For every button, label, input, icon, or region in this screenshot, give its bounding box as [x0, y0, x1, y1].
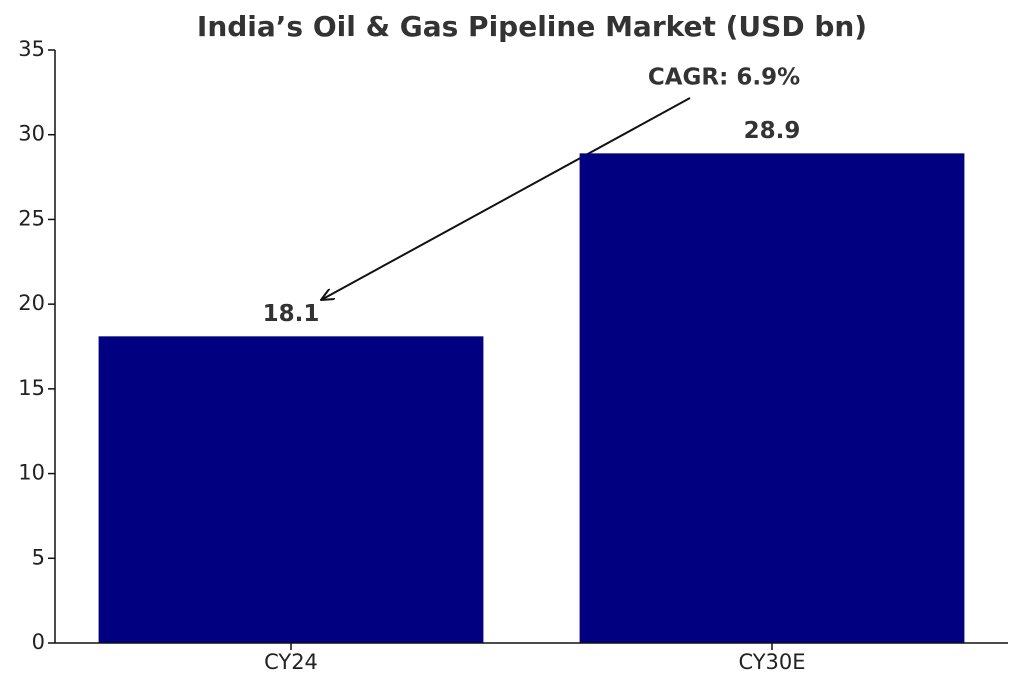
x-tick-label: CY24: [264, 650, 318, 674]
annotation: CAGR: 6.9%: [648, 65, 800, 91]
y-tick-label: 35: [18, 37, 45, 61]
y-tick-label: 0: [32, 630, 45, 654]
x-tick-label: CY30E: [738, 650, 805, 674]
y-tick-label: 20: [18, 291, 45, 315]
value-label: 28.9: [744, 118, 801, 144]
y-tick-label: 10: [18, 461, 45, 485]
chart-title: India’s Oil & Gas Pipeline Market (USD b…: [197, 10, 867, 43]
value-label: 18.1: [263, 301, 320, 327]
y-tick-label: 25: [18, 206, 45, 230]
bar: [579, 153, 965, 643]
y-tick-label: 30: [18, 122, 45, 146]
y-tick-label: 15: [18, 376, 45, 400]
y-tick-label: 5: [32, 545, 45, 569]
annotation-arrow: [321, 97, 691, 300]
bar: [98, 336, 484, 643]
